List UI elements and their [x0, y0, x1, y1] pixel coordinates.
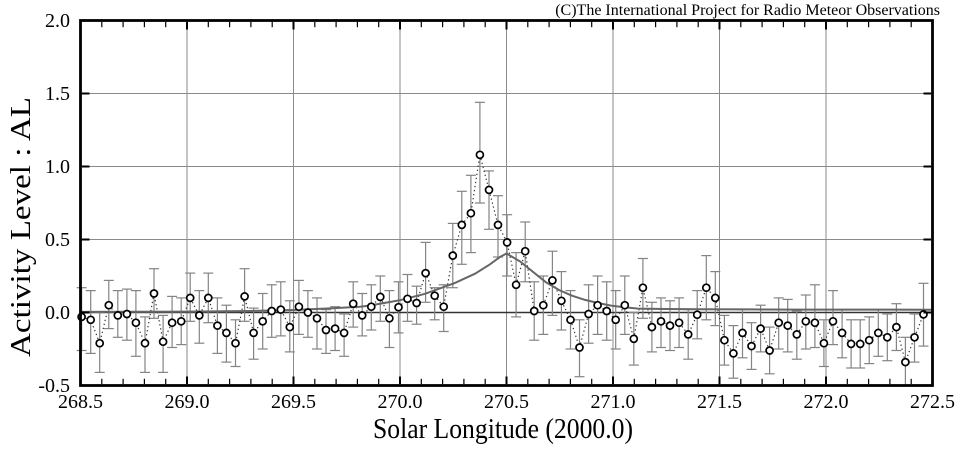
svg-text:270.0: 270.0 — [378, 391, 423, 413]
svg-text:0.5: 0.5 — [45, 229, 70, 251]
svg-text:1.0: 1.0 — [45, 156, 70, 178]
svg-text:271.5: 271.5 — [697, 391, 742, 413]
svg-text:270.5: 270.5 — [484, 391, 529, 413]
svg-text:Activity Level : AL: Activity Level : AL — [5, 97, 37, 357]
svg-text:0.0: 0.0 — [45, 302, 70, 324]
svg-text:2.0: 2.0 — [45, 10, 70, 32]
svg-text:272.0: 272.0 — [804, 391, 849, 413]
svg-text:268.5: 268.5 — [58, 391, 103, 413]
svg-text:(C)The International Project f: (C)The International Project for Radio M… — [555, 2, 940, 19]
svg-text:271.0: 271.0 — [591, 391, 636, 413]
svg-text:269.5: 269.5 — [271, 391, 316, 413]
svg-text:272.5: 272.5 — [910, 391, 955, 413]
svg-text:-0.5: -0.5 — [38, 375, 70, 397]
svg-text:Solar Longitude (2000.0): Solar Longitude (2000.0) — [373, 413, 633, 445]
svg-text:1.5: 1.5 — [45, 83, 70, 105]
svg-text:269.0: 269.0 — [165, 391, 210, 413]
